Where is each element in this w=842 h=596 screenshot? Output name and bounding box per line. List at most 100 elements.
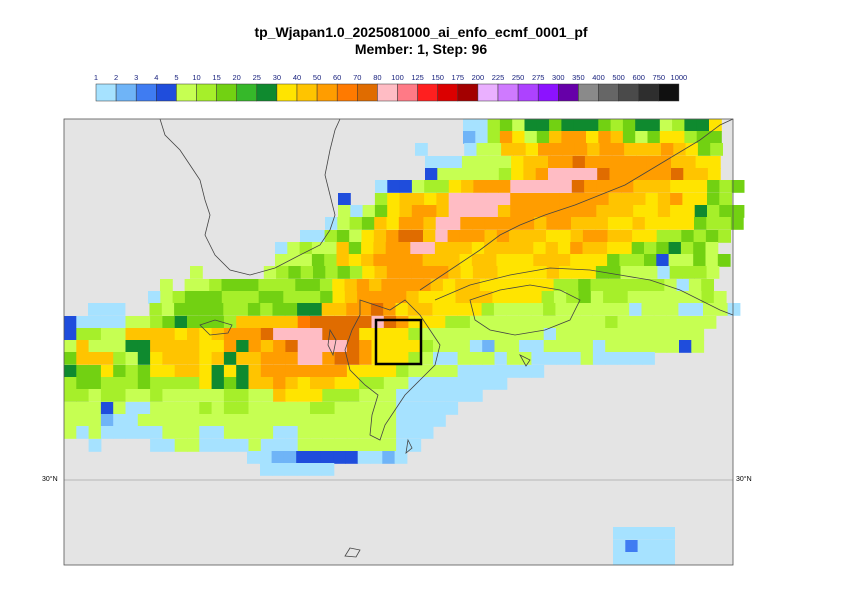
precip-cell [530,303,544,316]
precip-cell [174,426,188,439]
precip-cell [211,303,224,316]
precip-cell [469,377,483,390]
precip-cell [199,352,213,365]
precip-cell [531,352,545,365]
precip-cell [211,402,225,415]
precip-cell [137,365,151,378]
precip-cell [599,143,613,156]
precip-cell [334,340,348,353]
precip-cell [260,439,274,452]
precip-cell [211,439,225,452]
precip-cell [656,242,670,255]
precip-cell [88,340,102,353]
precip-cell [150,439,163,452]
precip-cell [236,377,249,390]
precip-cell [236,340,249,353]
precip-cell [662,527,675,540]
colorbar-label: 400 [592,73,605,82]
precip-cell [705,254,719,267]
precip-cell [386,266,400,279]
precip-cell [362,205,376,218]
colorbar-label: 4 [154,73,158,82]
precip-cell [547,193,560,206]
precip-cell [324,242,337,255]
precip-cell [488,143,502,156]
precip-cell [633,180,647,193]
precip-cell [125,365,139,378]
precip-cell [113,426,126,439]
precip-cell [383,426,397,439]
precip-cell [648,143,662,156]
precip-cell [396,316,409,329]
precip-cell [408,402,422,415]
precip-cell [596,193,610,206]
precip-cell [519,352,532,365]
precip-cell [248,328,262,341]
precip-cell [550,143,564,156]
precip-cell [174,340,188,353]
honshu-coast [419,118,734,291]
precip-cell [578,279,591,292]
precip-cell [425,168,438,181]
precip-cell [595,230,608,243]
precip-cell [420,365,434,378]
precip-cell [273,414,286,427]
precip-cell [669,217,683,230]
precip-cell [349,217,363,230]
precip-cell [406,279,419,292]
colorbar-label: 30 [273,73,281,82]
precip-cell [637,552,651,565]
precip-cell [473,180,487,193]
colorbar-label: 5 [174,73,178,82]
precip-cell [248,377,262,390]
precip-cell [311,242,325,255]
precip-cell [523,168,537,181]
precip-cell [607,217,621,230]
precip-cell [592,316,606,329]
precip-cell [381,291,395,304]
precip-cell [607,242,620,255]
precip-cell [469,389,483,402]
precip-cell [223,402,237,415]
colorbar-label: 750 [653,73,666,82]
precip-cell [697,143,711,156]
precip-cell [482,365,495,378]
precip-cell [558,217,572,230]
precip-cell [523,156,537,169]
precip-cell [88,426,102,439]
precip-cell [460,266,474,279]
precip-cell [595,217,609,230]
precip-cell [184,291,198,304]
precip-cell [187,402,200,415]
precip-cell [434,242,448,255]
precip-cell [673,143,687,156]
precip-cell [322,414,336,427]
precip-cell [504,279,518,292]
precip-cell [76,426,90,439]
precip-cell [396,377,409,390]
precip-cell [681,230,695,243]
precip-cell [223,303,237,316]
precip-cell [494,352,508,365]
precip-cell [559,266,572,279]
precip-cell [508,254,522,267]
precip-cell [150,377,163,390]
precip-cell [236,365,249,378]
precip-cell [596,180,610,193]
precip-cell [236,402,249,415]
precip-cell [433,316,446,329]
precip-cell [211,316,225,329]
precip-cell [359,402,372,415]
precip-cell [444,303,458,316]
precip-cell [679,340,692,353]
precip-cell [383,414,397,427]
precip-cell [467,291,481,304]
precip-cell [359,328,372,341]
precip-cell [223,352,237,365]
precip-cell [336,242,350,255]
precip-cell [411,205,425,218]
precip-cell [557,254,571,267]
precip-cell [717,254,731,267]
shikoku-coast [469,284,581,336]
precip-cell [512,119,525,132]
